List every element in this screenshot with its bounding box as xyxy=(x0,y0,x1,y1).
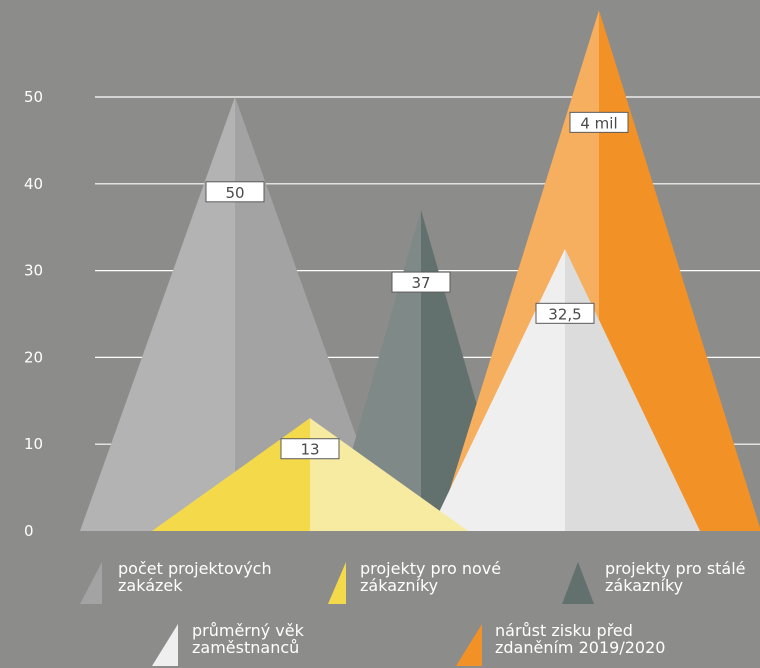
data-label-text: 32,5 xyxy=(548,305,581,323)
pyramid-face-right xyxy=(565,248,700,531)
data-label-box xyxy=(280,438,340,460)
data-label-box xyxy=(569,111,629,133)
y-tick-label: 0 xyxy=(24,522,34,540)
y-tick-label: 20 xyxy=(24,348,43,366)
data-label-box xyxy=(205,181,265,203)
legend-item-stali-zakaznici: projekty pro stálé zákazníky xyxy=(562,560,760,606)
legend-item-prumerny-vek: průměrný věk zaměstnanců xyxy=(152,621,362,666)
legend-swatch-prumerny-vek xyxy=(152,624,178,666)
legend-label-projektove-zakazky: počet projektových zakázek xyxy=(118,559,272,595)
pyramid-face-right xyxy=(310,418,468,531)
data-label: 4 mil xyxy=(569,111,629,133)
data-label: 37 xyxy=(391,271,451,293)
legend-swatch-projektove-zakazky xyxy=(80,562,102,604)
data-label-box xyxy=(391,271,451,293)
y-tick-label: 30 xyxy=(24,262,43,280)
legend-item-projektove-zakazky: počet projektových zakázek xyxy=(80,560,310,606)
data-label-text: 37 xyxy=(411,274,430,292)
pyramid-face-left xyxy=(80,97,235,531)
pyramid-0 xyxy=(80,97,390,531)
data-label: 32,5 xyxy=(535,302,595,324)
pyramid-4 xyxy=(152,418,468,531)
data-label-box xyxy=(535,302,595,324)
y-axis-ticks: 0 10 20 30 40 50 xyxy=(24,88,43,540)
y-tick-label: 10 xyxy=(24,435,43,453)
legend-item-narust-zisku: nárůst zisku před zdaněním 2019/2020 xyxy=(456,621,756,666)
data-label: 50 xyxy=(205,181,265,203)
data-labels: 50 37 4 mil 32,5 13 xyxy=(205,111,629,460)
legend-item-nove-zakaznici: projekty pro nové zákazníky xyxy=(328,560,538,606)
data-label-text: 4 mil xyxy=(580,114,617,132)
pyramid-face-left xyxy=(152,418,310,531)
pyramid-3 xyxy=(430,248,700,531)
pyramid-face-right xyxy=(235,97,390,531)
pyramid-face-right xyxy=(599,10,760,531)
data-label: 13 xyxy=(280,438,340,460)
legend-swatch-nove-zakaznici xyxy=(328,562,346,604)
y-tick-label: 40 xyxy=(24,175,43,193)
data-label-text: 50 xyxy=(225,184,244,202)
legend-swatch-narust-zisku xyxy=(456,624,482,666)
legend-label-prumerny-vek: průměrný věk zaměstnanců xyxy=(192,621,304,657)
pyramids xyxy=(80,10,760,531)
y-tick-label: 50 xyxy=(24,88,43,106)
legend-label-stali-zakaznici: projekty pro stálé zákazníky xyxy=(605,559,746,595)
pyramid-face-left xyxy=(430,248,565,531)
legend-label-nove-zakaznici: projekty pro nové zákazníky xyxy=(360,559,502,595)
legend-swatch-stali-zakaznici xyxy=(562,562,594,604)
data-label-text: 13 xyxy=(300,441,319,459)
legend-label-narust-zisku: nárůst zisku před zdaněním 2019/2020 xyxy=(495,621,666,657)
